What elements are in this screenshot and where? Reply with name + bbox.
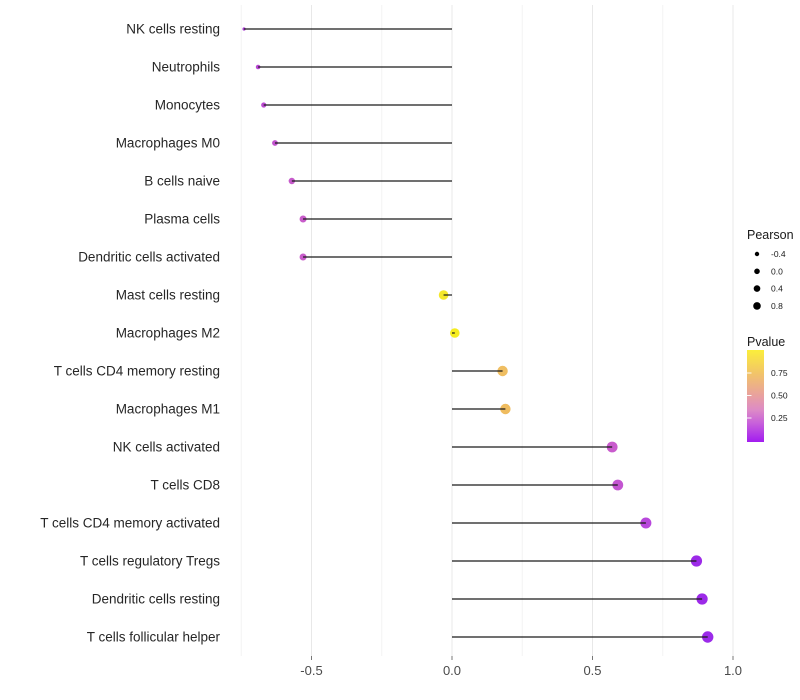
category-label: T cells follicular helper [87,630,221,645]
category-label: B cells naive [144,174,220,189]
pearson-legend-label: -0.4 [771,249,786,259]
category-label: Macrophages M0 [116,136,220,151]
category-label: Macrophages M2 [116,326,220,341]
category-label: NK cells activated [113,440,220,455]
pearson-legend-label: 0.0 [771,266,783,276]
x-tick-label: 0.5 [583,663,601,678]
pearson-legend-dot [754,268,760,275]
category-label: Mast cells resting [116,288,220,303]
category-label: T cells CD4 memory activated [40,516,220,531]
data-point [288,177,296,185]
x-tick-label: 0.0 [443,663,461,678]
data-point [696,593,708,605]
category-label: T cells CD4 memory resting [54,364,220,379]
pearson-legend-title: Pearson [747,228,794,242]
category-label: NK cells resting [126,22,220,37]
pearson-legend-label: 0.8 [771,301,783,311]
category-label: Neutrophils [152,60,221,75]
pvalue-legend-label: 0.50 [771,391,788,401]
category-label: T cells regulatory Tregs [80,554,220,569]
pearson-legend-dot [753,302,761,310]
pearson-legend-label: 0.4 [771,284,783,294]
category-label: Dendritic cells activated [78,250,220,265]
pvalue-legend-label: 0.25 [771,413,788,423]
pvalue-legend-title: Pvalue [747,335,785,349]
category-label: Dendritic cells resting [92,592,220,607]
pearson-legend-dot [753,285,761,292]
pvalue-legend-label: 0.75 [771,368,788,378]
category-label: Macrophages M1 [116,402,220,417]
x-tick-label: -0.5 [300,663,322,678]
category-label: Monocytes [155,98,221,113]
pearson-legend-dot [754,251,760,257]
x-tick-label: 1.0 [724,663,742,678]
category-label: Plasma cells [144,212,220,227]
category-label: T cells CD8 [150,478,220,493]
